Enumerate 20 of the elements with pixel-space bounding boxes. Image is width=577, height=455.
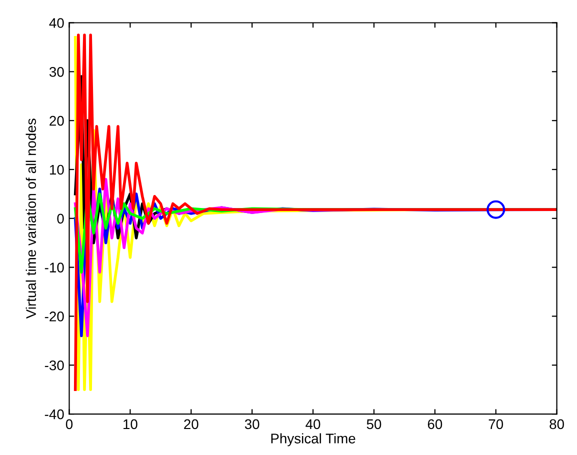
y-tick-label: 0 (57, 214, 64, 224)
x-tick-label: 50 (366, 419, 382, 430)
x-axis-title: Physical Time (271, 433, 356, 446)
x-tick-label: 10 (124, 419, 138, 430)
y-tick-label: 40 (49, 18, 64, 28)
x-tick-label: 0 (66, 419, 73, 430)
x-tick-label: 30 (244, 419, 260, 430)
y-tick-label: 20 (50, 116, 64, 126)
y-tick-label: -10 (44, 262, 64, 272)
x-tick-label: 40 (306, 419, 320, 430)
x-tick-label: 20 (184, 419, 198, 430)
y-tick-label: -30 (44, 360, 64, 370)
y-tick-label: 10 (50, 164, 64, 175)
y-tick-label: 30 (49, 66, 64, 77)
y-tick-label: -20 (44, 312, 64, 322)
y-axis-title: Virtual time variation of all nodes (26, 118, 36, 319)
x-tick-label: 80 (550, 419, 564, 430)
y-tick-label: -40 (44, 409, 64, 420)
x-tick-label: 60 (428, 419, 442, 430)
x-tick-label: 70 (488, 419, 504, 430)
